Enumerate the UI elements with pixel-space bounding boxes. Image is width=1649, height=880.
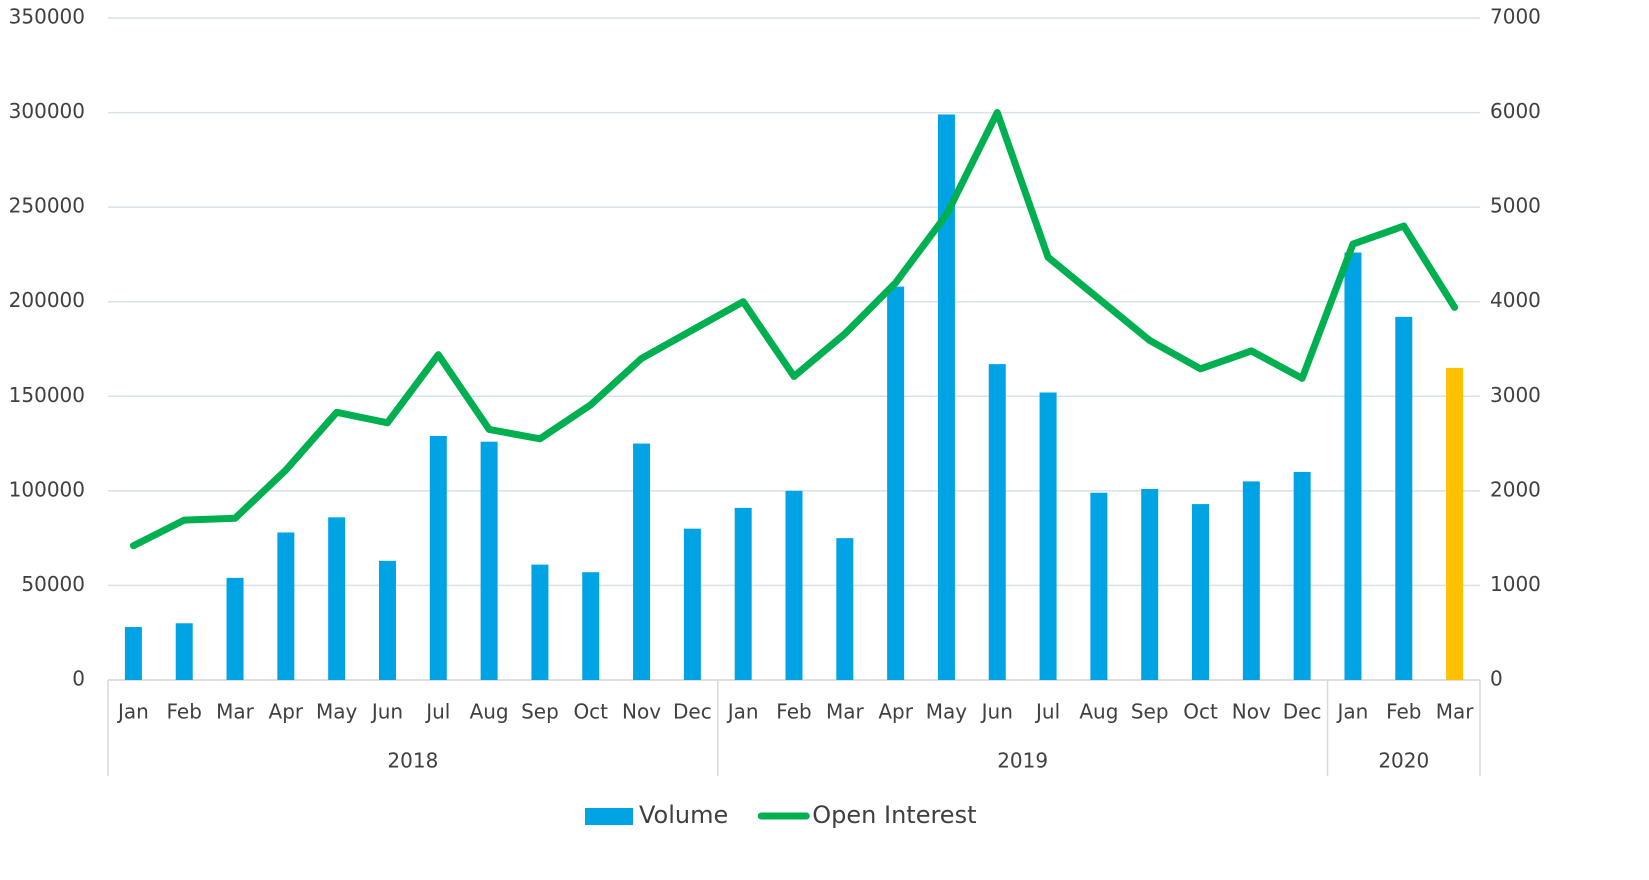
y-tick-label: 250000 xyxy=(9,194,85,218)
bar xyxy=(531,564,549,680)
group-label: 2020 xyxy=(1378,749,1429,773)
bar xyxy=(1039,392,1057,680)
y-tick-label: 50000 xyxy=(21,572,85,596)
x-tick-label: May xyxy=(316,700,358,724)
bar xyxy=(633,443,651,680)
y2-tick-label: 3000 xyxy=(1490,383,1541,407)
bar xyxy=(582,572,600,680)
bar xyxy=(1192,504,1210,680)
x-tick-label: Mar xyxy=(826,700,865,724)
x-tick-label: Jul xyxy=(424,700,450,724)
bar xyxy=(887,286,905,680)
group-label: 2018 xyxy=(387,749,438,773)
x-tick-label: Apr xyxy=(269,700,304,724)
x-tick-label: Oct xyxy=(573,700,608,724)
bar xyxy=(480,441,498,680)
y-tick-label: 0 xyxy=(72,667,85,691)
line xyxy=(129,109,1459,550)
y2-tick-label: 2000 xyxy=(1490,477,1541,501)
bar xyxy=(988,364,1006,680)
x-tick-label: Jul xyxy=(1034,700,1060,724)
legend-label: Open Interest xyxy=(812,801,976,829)
x-tick-label: Aug xyxy=(1079,700,1118,724)
y2-tick-label: 5000 xyxy=(1490,194,1541,218)
bar xyxy=(1395,316,1413,680)
bar xyxy=(1090,492,1108,680)
bar xyxy=(429,436,447,680)
bar xyxy=(785,490,803,680)
bar xyxy=(1344,252,1362,680)
bar xyxy=(1242,481,1260,680)
x-tick-label: May xyxy=(926,700,968,724)
y-tick-label: 150000 xyxy=(9,383,85,407)
y-tick-label: 200000 xyxy=(9,288,85,312)
bar xyxy=(683,528,701,680)
y2-tick-label: 4000 xyxy=(1490,288,1541,312)
bar xyxy=(734,507,752,680)
legend-label: Volume xyxy=(639,801,728,829)
x-tick-label: Feb xyxy=(776,700,811,724)
bar xyxy=(328,517,346,680)
group-label: 2019 xyxy=(997,749,1048,773)
y-tick-label: 350000 xyxy=(9,5,85,29)
x-tick-label: Apr xyxy=(878,700,913,724)
bar xyxy=(378,560,396,680)
x-tick-label: Dec xyxy=(673,700,712,724)
x-tick-label: Feb xyxy=(1386,700,1421,724)
x-tick-label: Jan xyxy=(116,700,149,724)
x-tick-label: Jun xyxy=(980,700,1013,724)
x-tick-label: Jun xyxy=(370,700,403,724)
x-tick-label: Oct xyxy=(1183,700,1218,724)
bar xyxy=(836,538,854,680)
x-tick-label: Nov xyxy=(1232,700,1271,724)
x-tick-label: Jan xyxy=(1336,700,1369,724)
x-tick-label: Aug xyxy=(470,700,509,724)
y-tick-label: 300000 xyxy=(9,99,85,123)
x-tick-label: Mar xyxy=(1436,700,1475,724)
bar xyxy=(124,627,142,680)
bar xyxy=(1446,367,1464,680)
x-tick-label: Jan xyxy=(726,700,759,724)
x-tick-label: Nov xyxy=(622,700,661,724)
legend-swatch xyxy=(585,808,633,825)
bar xyxy=(226,577,244,680)
y2-tick-label: 6000 xyxy=(1490,99,1541,123)
x-tick-label: Sep xyxy=(521,700,559,724)
y-tick-label: 100000 xyxy=(9,477,85,501)
x-tick-label: Mar xyxy=(216,700,255,724)
bar xyxy=(1293,471,1311,680)
y2-tick-label: 1000 xyxy=(1490,572,1541,596)
bar xyxy=(937,114,955,680)
x-tick-label: Dec xyxy=(1283,700,1322,724)
y2-tick-label: 0 xyxy=(1490,667,1503,691)
x-tick-label: Feb xyxy=(167,700,202,724)
bar xyxy=(175,623,193,680)
bar xyxy=(277,532,295,680)
bar xyxy=(1141,488,1159,680)
y2-tick-label: 7000 xyxy=(1490,5,1541,29)
x-tick-label: Sep xyxy=(1131,700,1169,724)
